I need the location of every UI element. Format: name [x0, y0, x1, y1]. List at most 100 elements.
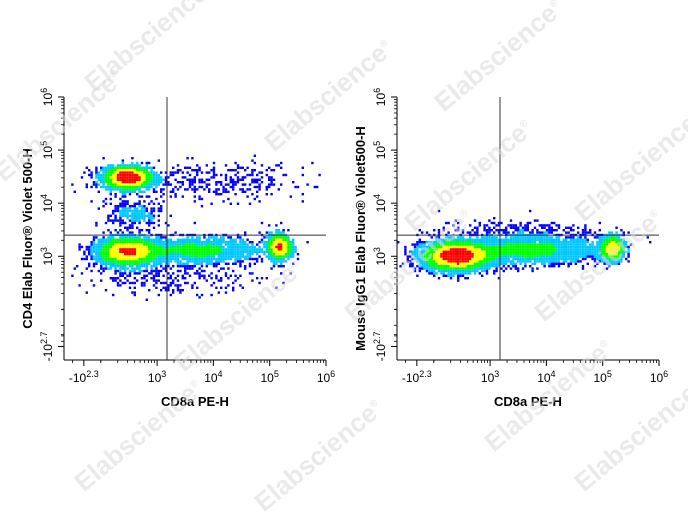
event-point: [505, 248, 508, 251]
event-point: [179, 253, 182, 256]
event-point: [605, 241, 609, 244]
event-point: [562, 241, 565, 244]
event-point: [246, 188, 249, 191]
event-point: [557, 236, 561, 239]
event-point: [502, 238, 505, 241]
event-point: [524, 253, 527, 256]
event-point: [229, 238, 232, 241]
event-point: [524, 248, 527, 251]
event-point: [157, 207, 160, 210]
event-point: [160, 243, 163, 246]
event-point: [126, 250, 129, 253]
event-point: [519, 250, 522, 253]
event-point: [97, 183, 100, 186]
event-point: [128, 173, 132, 177]
event-point: [97, 178, 100, 181]
event-point: [284, 253, 288, 256]
event-point: [555, 257, 558, 261]
event-point: [203, 243, 206, 246]
event-point: [133, 255, 136, 258]
event-point: [148, 173, 151, 177]
event-point: [150, 248, 153, 251]
event-point: [186, 248, 189, 251]
event-point: [610, 255, 613, 258]
event-point: [620, 245, 623, 249]
event-point: [449, 238, 453, 241]
event-point: [531, 236, 534, 239]
event-point: [102, 169, 105, 172]
event-point: [184, 257, 187, 261]
event-point: [167, 257, 170, 261]
event-point: [138, 181, 141, 184]
event-point: [251, 181, 254, 184]
event-point: [613, 255, 616, 258]
event-point: [289, 255, 292, 258]
event-point: [200, 205, 204, 208]
event-point: [548, 262, 551, 265]
event-point: [442, 245, 445, 249]
event-point: [90, 173, 93, 177]
event-point: [536, 267, 539, 270]
event-point: [560, 245, 563, 249]
event-point: [191, 181, 194, 184]
event-point: [133, 238, 136, 241]
event-point: [526, 260, 529, 263]
event-point: [198, 243, 201, 246]
event-point: [586, 250, 589, 253]
event-point: [579, 245, 582, 249]
event-point: [136, 209, 139, 213]
event-point: [215, 286, 218, 289]
event-point: [217, 238, 220, 241]
event-point: [152, 221, 156, 225]
event-point: [133, 207, 136, 210]
event-point: [270, 181, 273, 184]
event-point: [493, 272, 496, 275]
event-point: [579, 260, 582, 263]
event-point: [519, 245, 522, 249]
event-point: [220, 286, 223, 289]
event-point: [613, 262, 616, 265]
event-point: [143, 212, 146, 215]
event-point: [577, 253, 580, 256]
event-point: [572, 238, 575, 241]
event-point: [121, 231, 124, 234]
event-point: [485, 265, 489, 268]
event-point: [155, 243, 158, 246]
event-point: [282, 238, 285, 241]
event-point: [409, 265, 412, 268]
event-point: [476, 265, 479, 268]
event-point: [215, 253, 218, 256]
event-point: [301, 200, 304, 203]
event-point: [435, 267, 438, 270]
event-point: [490, 262, 493, 265]
event-point: [107, 188, 110, 191]
event-point: [553, 260, 556, 263]
event-point: [152, 190, 156, 193]
event-point: [169, 281, 172, 285]
event-point: [466, 248, 469, 251]
event-point: [114, 217, 117, 220]
event-point: [184, 267, 187, 270]
event-point: [109, 262, 112, 265]
event-point: [258, 200, 261, 203]
event-point: [617, 253, 621, 256]
event-point: [160, 190, 163, 193]
event-point: [150, 243, 153, 246]
event-point: [136, 255, 139, 258]
event-point: [610, 250, 613, 253]
event-point: [569, 260, 573, 263]
event-point: [239, 262, 242, 265]
event-point: [452, 265, 455, 268]
event-point: [78, 248, 81, 251]
event-point: [509, 248, 513, 251]
event-point: [270, 238, 273, 241]
event-point: [174, 243, 177, 246]
event-point: [229, 274, 232, 277]
event-point: [138, 169, 141, 172]
event-point: [188, 253, 192, 256]
event-point: [198, 195, 201, 198]
event-point: [138, 185, 141, 189]
event-point: [114, 207, 117, 210]
event-point: [529, 257, 532, 261]
event-point: [133, 164, 136, 167]
